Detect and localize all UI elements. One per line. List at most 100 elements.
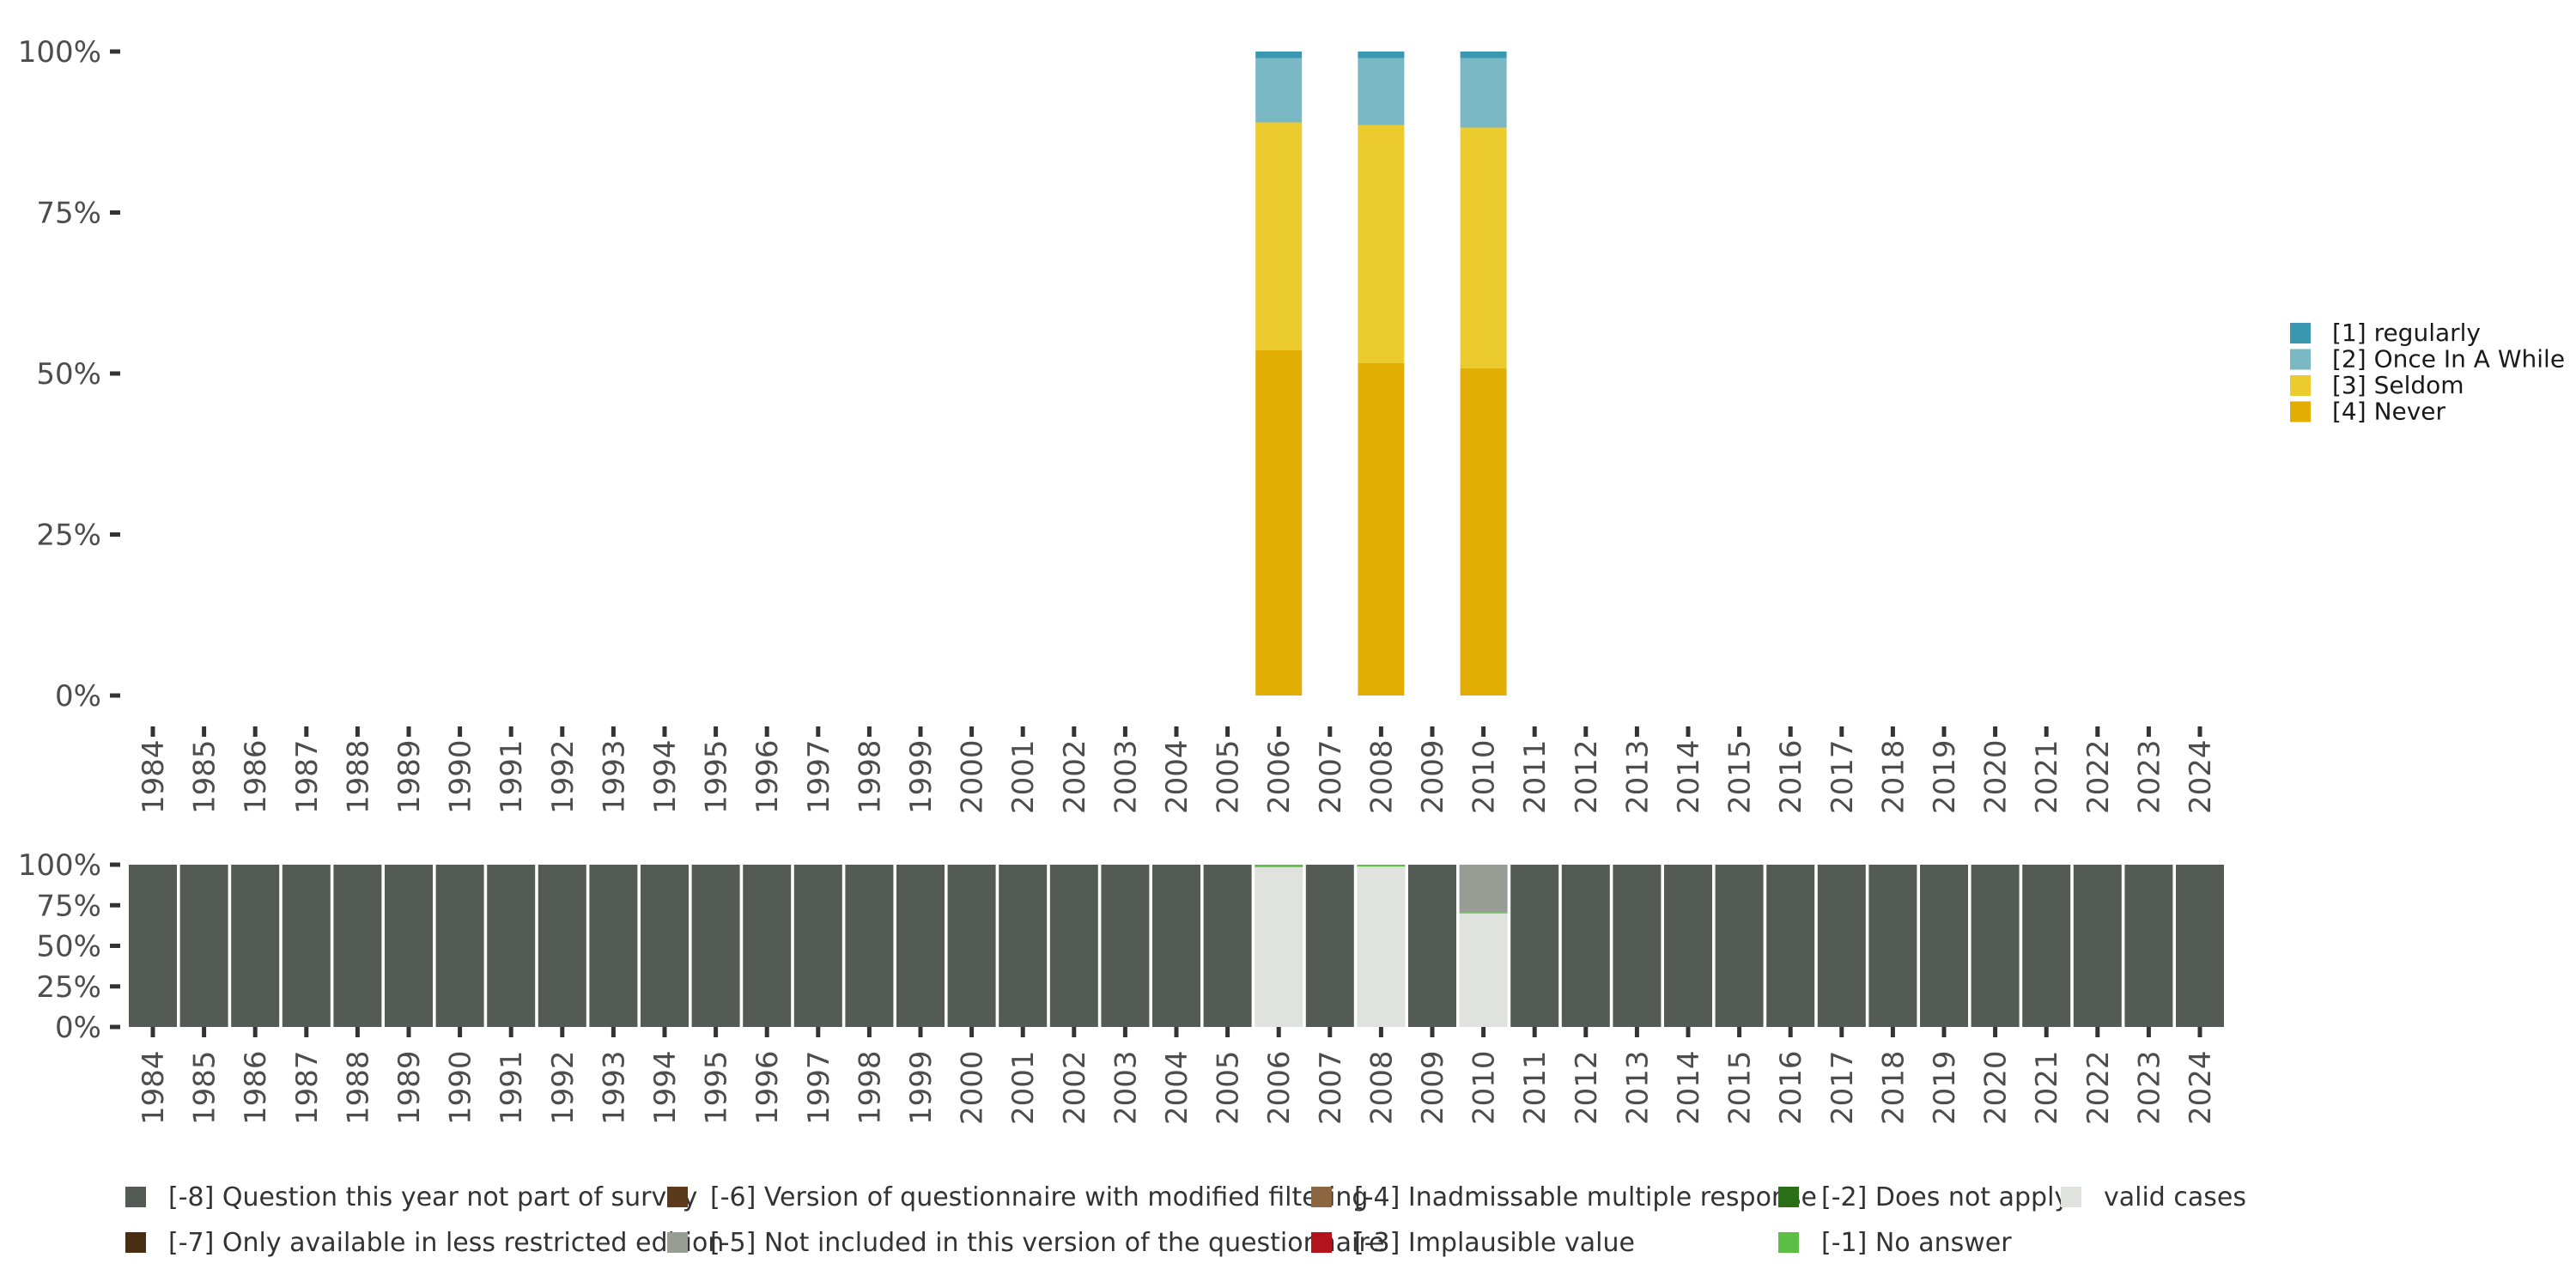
top-x-tick-label: 1984 xyxy=(137,739,171,814)
top-x-tick-label: 1989 xyxy=(392,739,427,814)
bottom-bar-segment-2016--8-question-this-year-not-part-of-survey xyxy=(1766,865,1815,1027)
bottom-x-tick-label: 1992 xyxy=(546,1050,580,1125)
bottom-x-tick-label: 2013 xyxy=(1620,1050,1655,1125)
top-x-tick-label: 2017 xyxy=(1826,739,1860,814)
top-bar-segment-2008--3-seldom xyxy=(1358,125,1405,363)
bottom-legend-swatch xyxy=(1778,1232,1799,1253)
bottom-x-tick-label: 2015 xyxy=(1723,1050,1758,1125)
top-x-tick-label: 1993 xyxy=(597,739,631,814)
bottom-x-tick-label: 2024 xyxy=(2184,1050,2218,1125)
bottom-bar-segment-2005--8-question-this-year-not-part-of-survey xyxy=(1203,865,1252,1027)
top-x-tick-label: 2020 xyxy=(1979,739,2014,814)
bottom-bar-segment-2020--8-question-this-year-not-part-of-survey xyxy=(1971,865,2020,1027)
top-x-tick-label: 2008 xyxy=(1364,739,1399,814)
bottom-bar-segment-2009--8-question-this-year-not-part-of-survey xyxy=(1408,865,1456,1027)
bottom-bar-segment-2006-valid-cases xyxy=(1255,866,1303,1027)
top-bar-segment-2010--1-regularly xyxy=(1460,52,1507,58)
top-bar-segment-2010--4-never xyxy=(1460,368,1507,696)
top-bar-segment-2006--2-once-in-a-while xyxy=(1255,58,1303,123)
bottom-x-tick-label: 2001 xyxy=(1006,1050,1041,1125)
top-bar-segment-2010--2-once-in-a-while xyxy=(1460,58,1507,128)
bottom-x-tick-label: 1998 xyxy=(853,1050,887,1125)
bottom-x-tick-label: 1994 xyxy=(648,1050,683,1125)
bottom-legend-swatch xyxy=(1311,1232,1332,1253)
top-x-tick-label: 1994 xyxy=(648,739,683,814)
top-x-tick-label: 2004 xyxy=(1160,739,1194,814)
top-y-tick-label: 25% xyxy=(36,519,101,553)
bottom-y-tick-label: 50% xyxy=(36,930,101,964)
top-legend-label: [2] Once In A While xyxy=(2332,345,2565,374)
bottom-bar-segment-1987--8-question-this-year-not-part-of-survey xyxy=(282,865,331,1027)
bottom-bar-segment-1994--8-question-this-year-not-part-of-survey xyxy=(641,865,689,1027)
top-y-tick-label: 75% xyxy=(36,197,101,231)
bottom-y-tick-label: 0% xyxy=(55,1011,101,1045)
bottom-legend-swatch xyxy=(667,1232,688,1253)
top-x-tick-label: 2022 xyxy=(2081,739,2116,814)
bottom-bar-segment-2015--8-question-this-year-not-part-of-survey xyxy=(1715,865,1764,1027)
top-legend-swatch xyxy=(2290,323,2311,343)
bottom-bar-segment-2003--8-question-this-year-not-part-of-survey xyxy=(1101,865,1150,1027)
bottom-bar-segment-2006--1-no-answer xyxy=(1255,865,1303,867)
top-legend-swatch xyxy=(2290,401,2311,422)
bottom-x-tick-label: 2019 xyxy=(1928,1050,1962,1125)
bottom-bar-segment-2001--8-question-this-year-not-part-of-survey xyxy=(999,865,1048,1027)
bottom-legend-label: [-3] Implausible value xyxy=(1354,1228,1635,1258)
bottom-legend-swatch xyxy=(667,1187,688,1207)
bottom-y-tick-label: 100% xyxy=(18,848,101,883)
bottom-x-tick-label: 1985 xyxy=(188,1050,222,1125)
bottom-bar-segment-1992--8-question-this-year-not-part-of-survey xyxy=(538,865,586,1027)
bottom-legend: [-8] Question this year not part of surv… xyxy=(125,1182,2246,1258)
bottom-bar-segment-2018--8-question-this-year-not-part-of-survey xyxy=(1868,865,1917,1027)
bottom-bar-segment-1999--8-question-this-year-not-part-of-survey xyxy=(896,865,945,1027)
bottom-x-tick-label: 2003 xyxy=(1109,1050,1143,1125)
top-x-tick-label: 2003 xyxy=(1109,739,1143,814)
bottom-x-tick-label: 2010 xyxy=(1467,1050,1502,1125)
bottom-x-tick-label: 1984 xyxy=(137,1050,171,1125)
top-stacked-bar-chart: 0% 25% 50% 75% 100% 1984 1985 1986 1987 1988 1989 1… xyxy=(18,35,2218,814)
bottom-y-tick-label: 25% xyxy=(36,970,101,1005)
top-x-tick-label: 2019 xyxy=(1928,739,1962,814)
top-x-tick-label: 2023 xyxy=(2132,739,2166,814)
bottom-x-tick-label: 1991 xyxy=(495,1050,529,1125)
bottom-bar-segment-1984--8-question-this-year-not-part-of-survey xyxy=(129,865,177,1027)
top-bar-segment-2006--4-never xyxy=(1255,350,1303,696)
bottom-x-tick-label: 1986 xyxy=(239,1050,273,1125)
top-legend-label: [1] regularly xyxy=(2332,319,2481,347)
top-x-tick-label: 1988 xyxy=(341,739,375,814)
top-x-tick-label: 2002 xyxy=(1058,739,1092,814)
bottom-bar-segment-2024--8-question-this-year-not-part-of-survey xyxy=(2176,865,2224,1027)
bottom-legend-swatch xyxy=(2061,1187,2081,1207)
bottom-x-tick-label: 2004 xyxy=(1160,1050,1194,1125)
bottom-x-tick-label: 2007 xyxy=(1314,1050,1348,1125)
bottom-x-tick-label: 2000 xyxy=(956,1050,990,1125)
top-bar-segment-2010--3-seldom xyxy=(1460,127,1507,368)
top-x-tick-label: 2016 xyxy=(1774,739,1808,814)
top-y-tick-label: 50% xyxy=(36,357,101,392)
bottom-bar-segment-2019--8-question-this-year-not-part-of-survey xyxy=(1920,865,1968,1027)
top-x-tick-label: 1999 xyxy=(904,739,939,814)
top-x-tick-label: 1995 xyxy=(700,739,734,814)
bottom-bar-segment-2008-valid-cases xyxy=(1357,866,1406,1027)
top-x-tick-label: 1992 xyxy=(546,739,580,814)
top-x-tick-label: 2014 xyxy=(1672,739,1706,814)
top-bar-segment-2006--1-regularly xyxy=(1255,52,1303,58)
top-x-tick-label: 1990 xyxy=(444,739,478,814)
bottom-x-tick-label: 2016 xyxy=(1774,1050,1808,1125)
bottom-bar-segment-1997--8-question-this-year-not-part-of-survey xyxy=(793,865,842,1027)
top-x-tick-label: 1996 xyxy=(750,739,785,814)
bottom-x-tick-label: 2021 xyxy=(2030,1050,2064,1125)
bottom-x-tick-label: 1993 xyxy=(597,1050,631,1125)
bottom-missing-structure-chart: 0% 25% 50% 75% 100% 1984 1985 1986 1987 1988 1989 1… xyxy=(18,848,2224,1125)
top-legend-swatch xyxy=(2290,349,2311,370)
top-x-tick-label: 2024 xyxy=(2184,739,2218,814)
top-x-tick-label: 2001 xyxy=(1006,739,1041,814)
bottom-bar-segment-2010-valid-cases xyxy=(1459,913,1508,1027)
bottom-x-tick-label: 1987 xyxy=(290,1050,325,1125)
bottom-bar-segment-2010--5-not-included-in-this-version-of-the-questionnaire xyxy=(1459,865,1508,913)
top-x-tick-label: 2010 xyxy=(1467,739,1502,814)
bottom-x-tick-label: 1999 xyxy=(904,1050,939,1125)
top-legend-label: [4] Never xyxy=(2332,398,2446,426)
bottom-x-tick-label: 2014 xyxy=(1672,1050,1706,1125)
bottom-bar-segment-2010--1-no-answer xyxy=(1459,912,1508,914)
bottom-bar-segment-2000--8-question-this-year-not-part-of-survey xyxy=(947,865,996,1027)
